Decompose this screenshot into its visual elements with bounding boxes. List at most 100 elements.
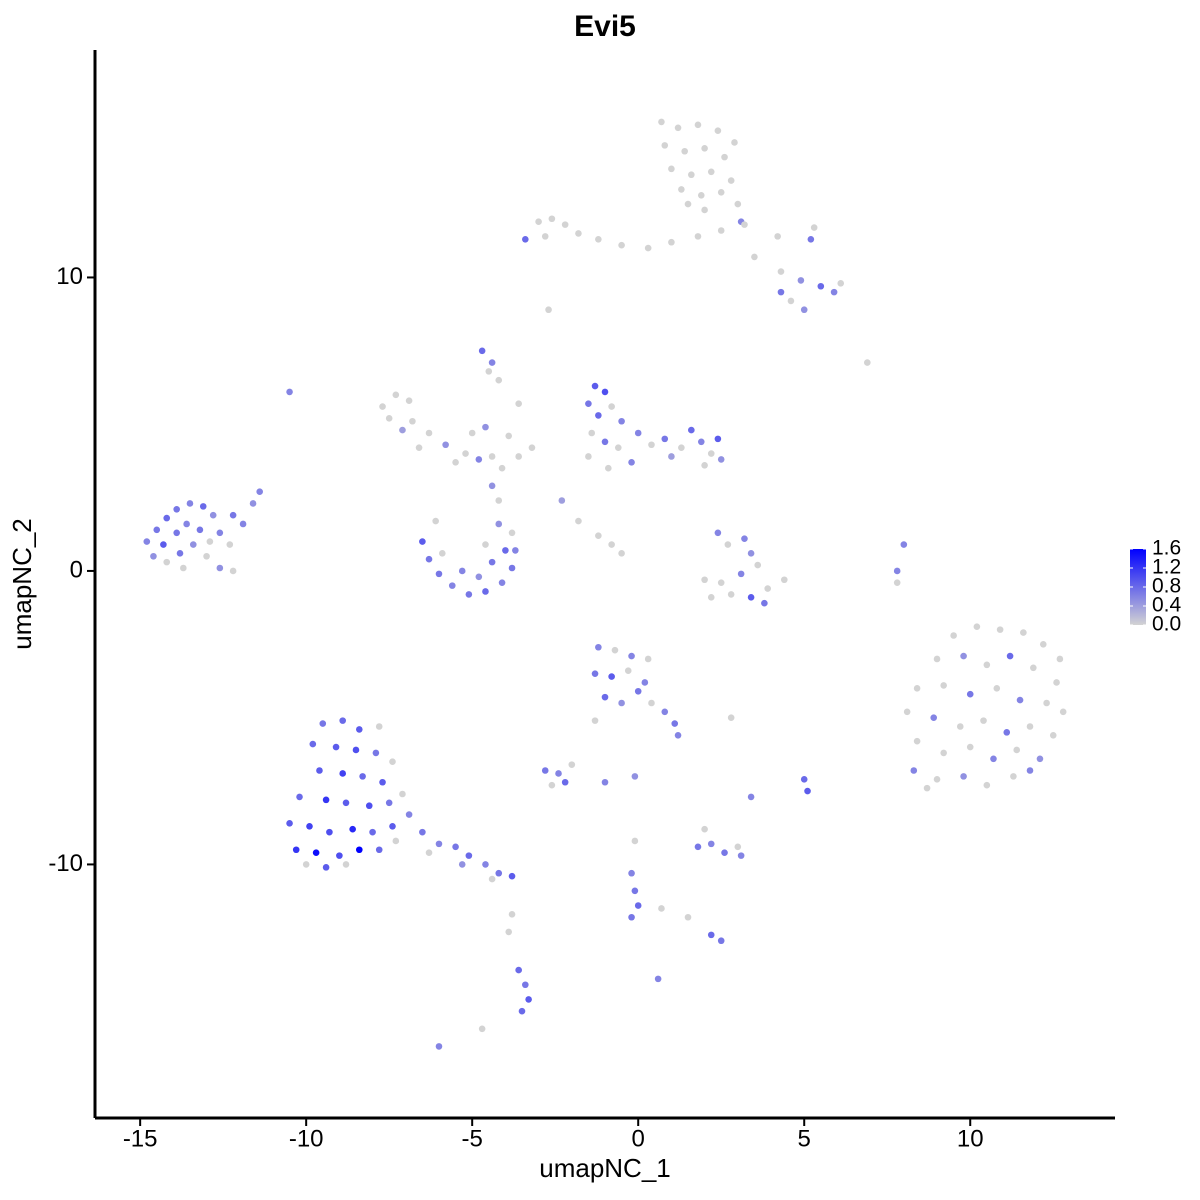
point xyxy=(541,767,549,774)
point xyxy=(701,145,708,152)
point xyxy=(830,288,838,296)
point xyxy=(498,464,506,472)
point xyxy=(372,749,380,757)
point xyxy=(465,852,473,859)
point xyxy=(452,843,459,851)
point xyxy=(482,423,489,431)
point xyxy=(644,655,652,663)
point xyxy=(495,520,503,528)
point xyxy=(392,391,400,399)
point xyxy=(787,297,795,305)
point xyxy=(864,359,871,366)
point xyxy=(668,165,675,173)
point xyxy=(601,693,609,701)
point xyxy=(229,567,237,575)
point xyxy=(618,417,625,425)
point xyxy=(425,849,433,856)
point xyxy=(591,670,599,677)
point xyxy=(488,558,496,566)
point xyxy=(707,840,715,848)
point xyxy=(336,852,343,859)
point xyxy=(983,781,991,789)
point xyxy=(980,717,987,724)
point xyxy=(893,567,901,575)
point xyxy=(717,456,725,463)
point xyxy=(608,673,615,680)
point xyxy=(1020,629,1027,636)
point xyxy=(747,793,755,801)
point xyxy=(349,825,356,833)
point xyxy=(714,435,722,443)
point xyxy=(326,828,333,836)
point xyxy=(160,541,167,548)
point xyxy=(810,224,818,231)
point xyxy=(339,770,346,777)
point xyxy=(150,552,157,560)
point xyxy=(375,846,383,854)
point xyxy=(707,931,715,939)
point xyxy=(1043,699,1050,707)
point xyxy=(508,529,516,537)
point xyxy=(1056,655,1064,663)
point xyxy=(488,482,496,490)
x-tick-label: 0 xyxy=(632,1125,645,1152)
point xyxy=(468,429,476,437)
point xyxy=(601,438,609,446)
point xyxy=(405,397,413,405)
point xyxy=(541,233,549,240)
point xyxy=(369,828,376,836)
x-axis-label: umapNC_1 xyxy=(539,1153,671,1183)
point xyxy=(515,966,522,974)
point xyxy=(1013,746,1021,754)
point xyxy=(1003,729,1011,736)
point xyxy=(199,503,207,510)
point xyxy=(319,720,327,727)
point xyxy=(478,1025,486,1033)
point xyxy=(737,570,745,578)
point xyxy=(661,708,669,716)
point xyxy=(628,869,635,877)
point xyxy=(605,464,612,472)
point xyxy=(515,400,522,407)
point xyxy=(558,497,566,504)
point xyxy=(488,453,496,460)
point xyxy=(634,687,642,695)
point xyxy=(658,905,665,912)
colorbar xyxy=(1130,549,1146,625)
point xyxy=(488,359,496,366)
point xyxy=(940,749,947,757)
point xyxy=(797,277,805,284)
point xyxy=(618,241,625,249)
point xyxy=(482,541,489,548)
point xyxy=(933,776,941,783)
point xyxy=(731,139,738,146)
point xyxy=(292,846,300,854)
colorbar-tick-label: 1.6 xyxy=(1152,537,1181,560)
point xyxy=(322,796,330,804)
point xyxy=(379,778,386,786)
point xyxy=(618,550,625,557)
point xyxy=(661,142,669,149)
point xyxy=(216,529,224,537)
point xyxy=(734,200,742,208)
point xyxy=(893,579,901,586)
point xyxy=(1026,723,1034,730)
point xyxy=(800,306,808,314)
point xyxy=(688,171,695,179)
colorbar-tick-label: 1.2 xyxy=(1152,556,1181,579)
point xyxy=(900,541,908,548)
x-tick-label: 10 xyxy=(957,1125,984,1152)
point xyxy=(996,626,1004,633)
point xyxy=(585,400,592,407)
point xyxy=(173,506,180,513)
point xyxy=(654,975,662,983)
point xyxy=(505,432,513,440)
point xyxy=(1049,731,1057,739)
point xyxy=(419,828,426,836)
point xyxy=(624,667,632,675)
point xyxy=(707,168,715,176)
point xyxy=(595,412,602,419)
point xyxy=(286,820,293,827)
point xyxy=(701,825,708,833)
point xyxy=(601,778,609,786)
